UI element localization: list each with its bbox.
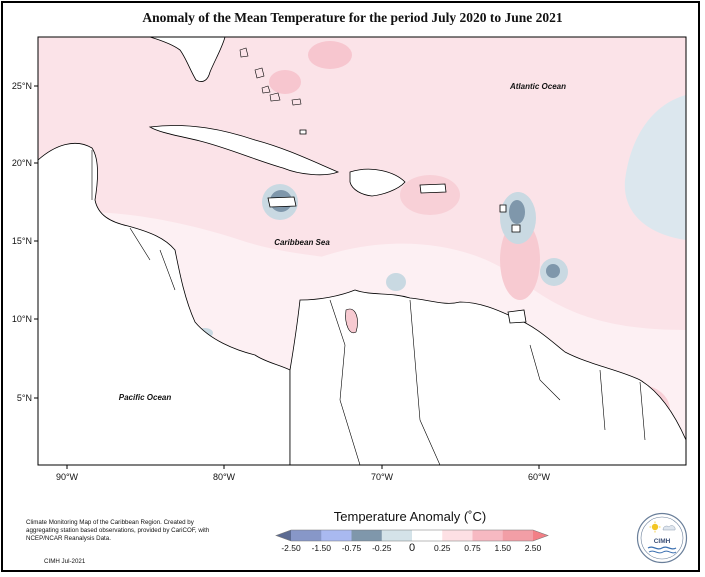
credit-date: CIMH Jul-2021	[44, 558, 86, 565]
colorbar-segment	[472, 530, 504, 541]
colorbar-segment	[321, 530, 352, 541]
cimh-logo: CIMH	[636, 512, 688, 564]
colorbar-segment	[412, 530, 443, 541]
lat-label: 15°N	[12, 236, 32, 246]
colorbar-tick-label: 0.75	[464, 543, 481, 553]
colorbar-arrow-high	[533, 530, 548, 541]
lon-label: 60°W	[528, 472, 551, 482]
colorbar-tick-label: -0.25	[372, 543, 392, 553]
colorbar-segment	[351, 530, 383, 541]
colorbar-segment	[291, 530, 322, 541]
atlantic-ocean-label: Atlantic Ocean	[509, 82, 566, 91]
colorbar-tick-label: 0	[409, 542, 415, 554]
axis-ticks	[34, 85, 540, 469]
lat-label: 25°N	[12, 81, 32, 91]
colorbar-segment	[442, 530, 473, 541]
colorbar-tick-label: -1.50	[312, 543, 332, 553]
lat-label: 10°N	[12, 314, 32, 324]
lat-label: 5°N	[17, 393, 32, 403]
colorbar-tick-label: 0.25	[434, 543, 451, 553]
lat-label: 20°N	[12, 158, 32, 168]
colorbar-segment	[381, 530, 413, 541]
pacific-ocean-label: Pacific Ocean	[119, 393, 172, 402]
colorbar-outline	[275, 529, 549, 542]
lon-label: 90°W	[56, 472, 79, 482]
colorbar-segment	[502, 530, 534, 541]
colorbar-tick-label: 1.50	[494, 543, 511, 553]
lon-label: 80°W	[213, 472, 236, 482]
lon-label: 70°W	[371, 472, 394, 482]
colorbar-tick-label: -0.75	[342, 543, 362, 553]
credit-text: Climate Monitoring Map of the Caribbean …	[26, 519, 210, 542]
logo-text: CIMH	[654, 538, 671, 545]
colorbar-arrow-low	[276, 530, 291, 541]
colorbar-tick-label: 2.50	[525, 543, 542, 553]
map-title: Anomaly of the Mean Temperature for the …	[142, 10, 563, 25]
land-masses	[38, 37, 686, 465]
colorbar	[275, 529, 549, 542]
legend-title: Temperature Anomaly (˚C)	[333, 509, 487, 524]
colorbar-tick-label: -2.50	[281, 543, 301, 553]
caribbean-sea-label: Caribbean Sea	[274, 238, 330, 247]
plot-border	[37, 36, 687, 466]
